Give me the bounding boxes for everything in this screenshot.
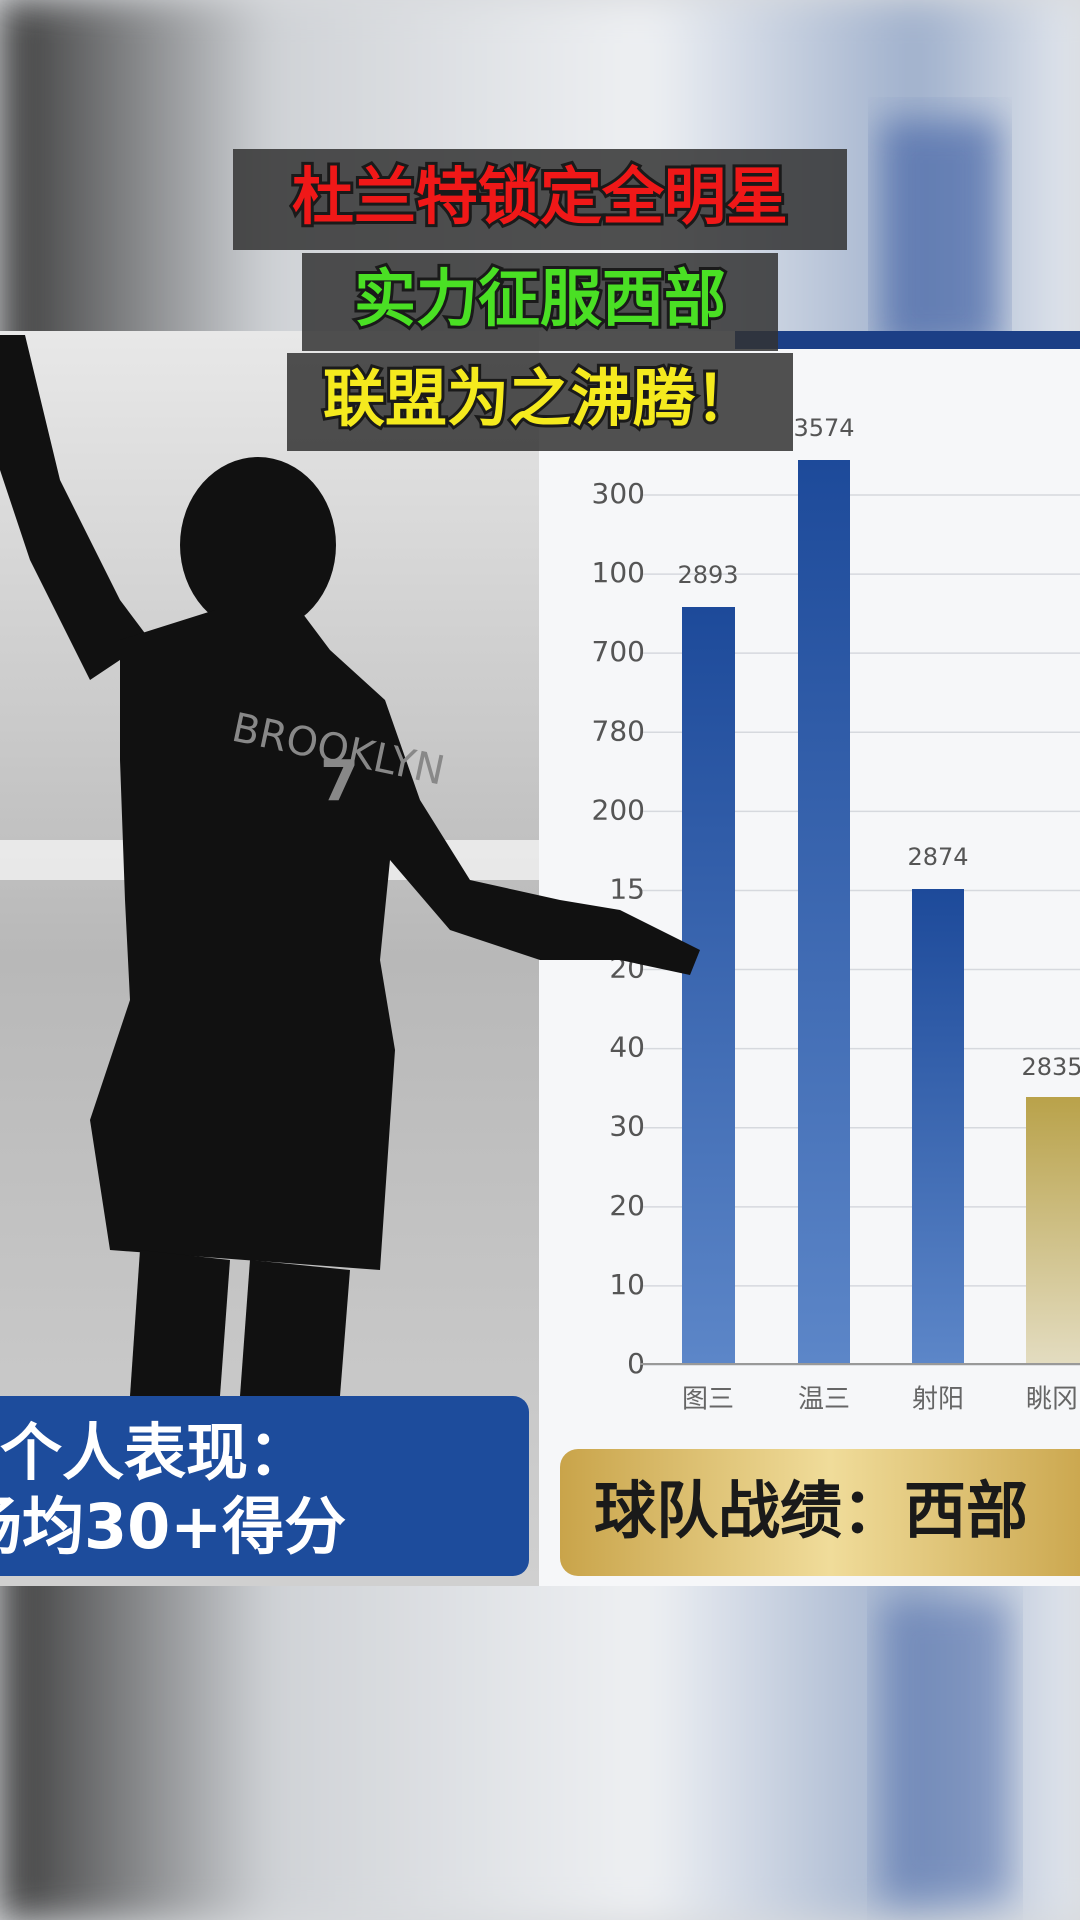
- bar-label: 2893: [677, 561, 738, 589]
- y-tick-label: 780: [592, 714, 645, 747]
- blurred-bar: [880, 1600, 1010, 1900]
- banner-text: 场均30+得分: [0, 1490, 346, 1563]
- title-line: 实力征服西部: [354, 262, 726, 335]
- category-label: 图三: [682, 1385, 734, 1415]
- chart-top-band: [735, 331, 1080, 349]
- title-box: [302, 253, 778, 351]
- title-line: 联盟为之沸腾！: [323, 362, 757, 435]
- jersey-number: 7: [320, 749, 359, 814]
- y-tick-label: 15: [609, 872, 645, 905]
- y-tick-label: 100: [592, 556, 645, 589]
- banner-text: 个人表现：: [0, 1416, 310, 1489]
- bar: [798, 460, 850, 1363]
- y-tick-label: 10: [609, 1268, 645, 1301]
- title-line: 杜兰特锁定全明星: [292, 160, 788, 233]
- y-tick-label: 20: [609, 1189, 645, 1222]
- bar: [912, 889, 964, 1363]
- y-tick-label: 300: [592, 477, 645, 510]
- bar: [682, 607, 735, 1363]
- category-label: 温三: [798, 1385, 850, 1415]
- bar: [1026, 1097, 1080, 1363]
- title-box: [233, 149, 847, 250]
- y-tick-label: 0: [627, 1347, 645, 1380]
- blurred-bar: [880, 120, 1000, 350]
- bar-label: 2874: [907, 843, 968, 871]
- bar-label: 2835: [1021, 1053, 1080, 1081]
- title-box: [287, 353, 793, 451]
- right-banner: [560, 1449, 1080, 1576]
- category-label: 眺冈: [1026, 1385, 1078, 1415]
- y-tick-label: 40: [609, 1031, 645, 1064]
- y-tick-label: 200: [592, 793, 645, 826]
- left-banner: [0, 1396, 529, 1576]
- y-tick-label: 30: [609, 1110, 645, 1143]
- player-silhouette: [0, 335, 700, 1396]
- banner-text: 球队战绩：西部: [594, 1474, 1028, 1547]
- category-label: 射阳: [912, 1385, 964, 1415]
- y-tick-label: 700: [592, 635, 645, 668]
- bar-label: 3574: [793, 414, 854, 442]
